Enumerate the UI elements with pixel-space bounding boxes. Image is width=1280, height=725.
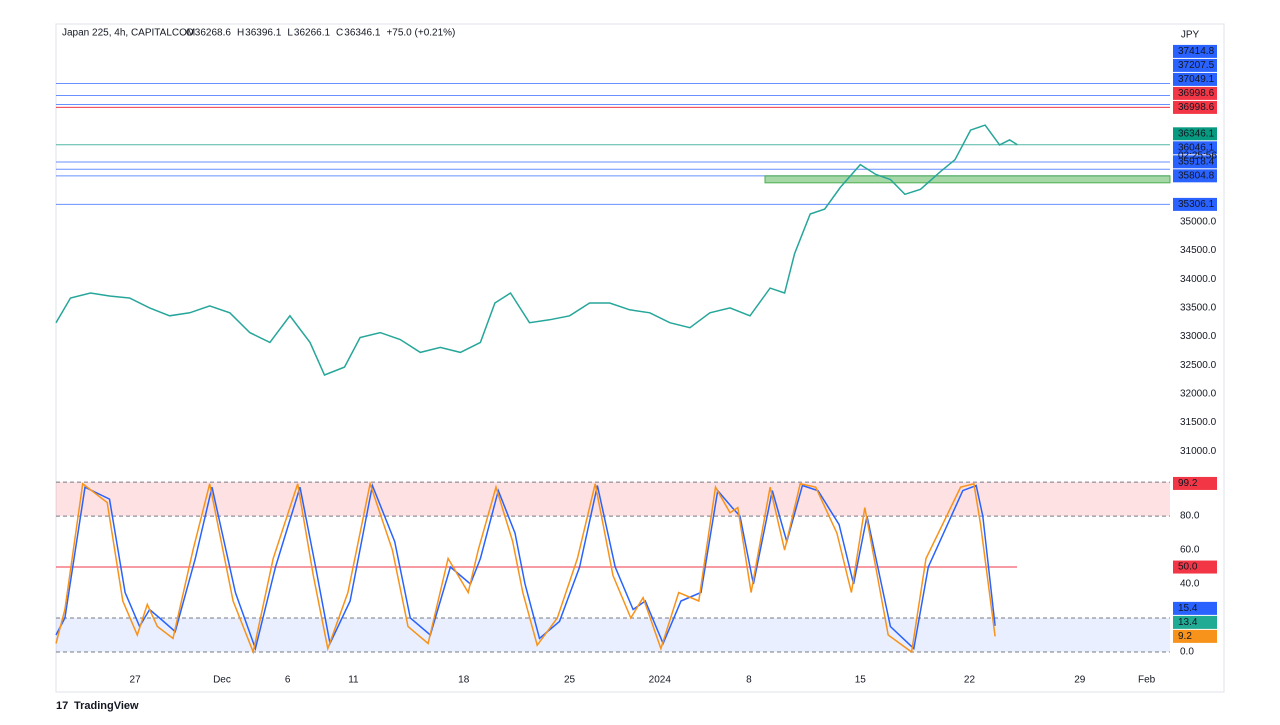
- price-change: +75.0 (+0.21%): [386, 28, 455, 39]
- price-tag-label: 50.0: [1178, 562, 1198, 573]
- y-tick-label: 32500.0: [1180, 360, 1217, 371]
- price-tag-label: 13.4: [1178, 617, 1198, 628]
- chart-title: Japan 225, 4h, CAPITALCOM: [62, 28, 195, 39]
- y-tick-label: 0.0: [1180, 647, 1194, 658]
- price-tag: [1173, 169, 1217, 183]
- countdown: 02:25:56: [1178, 151, 1217, 162]
- frame: [55, 23, 1225, 693]
- price-tag: [1173, 197, 1217, 211]
- y-tick-label: 32000.0: [1180, 388, 1217, 399]
- y-tick-label: 34500.0: [1180, 245, 1217, 256]
- price-tag: [1173, 72, 1217, 86]
- y-tick-label: 80.0: [1180, 511, 1200, 522]
- y-tick-label: 35000.0: [1180, 217, 1217, 228]
- y-tick-label: 33500.0: [1180, 303, 1217, 314]
- price-tag: [1173, 155, 1217, 169]
- price-tag-label: 37049.1: [1178, 74, 1215, 85]
- series-line: [55, 124, 1018, 376]
- ohlc-key: H: [237, 28, 244, 39]
- price-tag: [1173, 476, 1217, 490]
- y-tick-label: 40.0: [1180, 579, 1200, 590]
- price-tag: [1173, 100, 1217, 114]
- price-tag-label: 99.2: [1178, 478, 1198, 489]
- oversold-band: [56, 618, 1170, 653]
- y-tick-label: 31500.0: [1180, 417, 1217, 428]
- ohlc-key: L: [287, 28, 293, 39]
- x-tick-label: Feb: [1138, 675, 1156, 686]
- price-tag-label: 36998.6: [1178, 88, 1215, 99]
- ohlc-value: 36396.1: [245, 28, 282, 39]
- y-tick-label: 33000.0: [1180, 331, 1217, 342]
- price-tag: [1173, 44, 1217, 58]
- price-tag-label: 35918.4: [1178, 156, 1215, 167]
- price-tag: [1173, 560, 1217, 574]
- x-tick-label: 6: [285, 675, 291, 686]
- price-tag: [1173, 58, 1217, 72]
- currency: JPY: [1181, 30, 1200, 41]
- x-tick-label: 15: [855, 675, 867, 686]
- price-tag-label: 36046.1: [1178, 142, 1215, 153]
- ohlc-value: 36268.6: [195, 28, 232, 39]
- series-line: [55, 482, 996, 652]
- ohlc-value: 36346.1: [344, 28, 381, 39]
- price-tag: [1173, 86, 1217, 100]
- price-tag-label: 36346.1: [1178, 128, 1215, 139]
- price-tag-label: 35804.8: [1178, 170, 1215, 181]
- x-tick-label: 22: [964, 675, 976, 686]
- ohlc-value: 36266.1: [294, 28, 331, 39]
- overbought-band: [56, 482, 1170, 517]
- x-tick-label: 27: [130, 675, 142, 686]
- price-tag-label: 37207.5: [1178, 60, 1215, 71]
- x-tick-label: 8: [746, 675, 752, 686]
- x-tick-label: 29: [1074, 675, 1086, 686]
- y-tick-label: 34000.0: [1180, 274, 1217, 285]
- price-tag: [1173, 141, 1217, 155]
- price-tag-label: 15.4: [1178, 603, 1198, 614]
- ohlc-key: O: [186, 28, 194, 39]
- series-line: [55, 480, 996, 655]
- price-tag-label: 36998.6: [1178, 102, 1215, 113]
- price-tag: [1173, 629, 1217, 643]
- x-tick-label: 11: [348, 675, 359, 686]
- price-tag-label: 37414.8: [1178, 46, 1215, 57]
- ohlc-key: C: [336, 28, 343, 39]
- price-tag: [1173, 601, 1217, 615]
- support-zone: [764, 175, 1171, 184]
- price-tag: [1173, 127, 1217, 141]
- y-tick-label: 31000.0: [1180, 446, 1217, 457]
- x-tick-label: 2024: [649, 675, 672, 686]
- price-tag-label: 35306.1: [1178, 199, 1215, 210]
- x-tick-label: 18: [458, 675, 470, 686]
- x-tick-label: 25: [564, 675, 576, 686]
- brand: TradingView: [74, 700, 139, 712]
- y-tick-label: 60.0: [1180, 545, 1200, 556]
- brand-logo: 17: [56, 700, 68, 712]
- x-tick-label: Dec: [213, 675, 231, 686]
- price-tag-label: 9.2: [1178, 631, 1192, 642]
- price-tag: [1173, 615, 1217, 629]
